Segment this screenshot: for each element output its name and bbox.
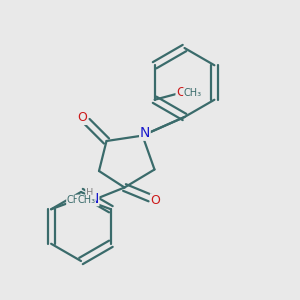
Text: O: O bbox=[78, 111, 87, 124]
Text: CH₃: CH₃ bbox=[184, 88, 202, 98]
Text: CH₃: CH₃ bbox=[77, 195, 95, 205]
Text: H: H bbox=[86, 188, 93, 198]
Text: O: O bbox=[176, 86, 186, 99]
Text: CH₃: CH₃ bbox=[67, 195, 85, 205]
Text: N: N bbox=[140, 126, 150, 140]
Text: N: N bbox=[88, 192, 99, 206]
Text: O: O bbox=[151, 194, 160, 207]
